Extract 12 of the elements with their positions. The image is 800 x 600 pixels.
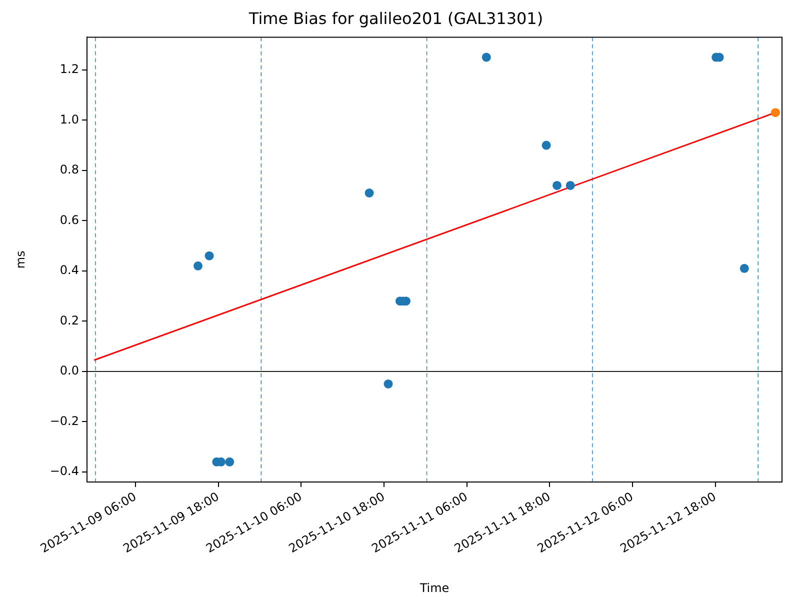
chart-title: Time Bias for galileo201 (GAL31301) <box>248 8 544 28</box>
x-axis-title: Time <box>418 580 450 595</box>
y-tick-label: −0.4 <box>50 464 79 478</box>
y-tick-label: 0.2 <box>60 313 79 328</box>
y-tick-label: 0.6 <box>60 212 79 227</box>
y-tick-label: 0.4 <box>60 263 79 278</box>
y-tick-label: 1.2 <box>60 62 79 76</box>
y-axis-title: ms <box>13 250 28 269</box>
y-tick-label: −0.2 <box>50 414 79 428</box>
y-tick-label: 0.8 <box>60 162 79 177</box>
y-tick-label: 1.0 <box>60 112 79 126</box>
y-tick-label: 0.0 <box>60 364 79 378</box>
